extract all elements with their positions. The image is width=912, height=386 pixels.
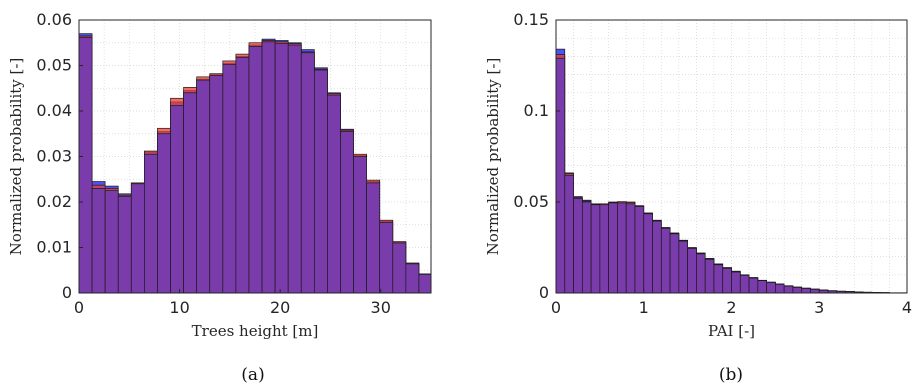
bar-series-3	[418, 273, 432, 294]
bar-series-3	[235, 56, 250, 294]
bar-series-3	[590, 204, 601, 294]
x-tick-label: 0	[551, 298, 561, 317]
bar-series-3	[731, 271, 741, 294]
bar-series-3	[78, 36, 93, 294]
bar-series-3	[405, 263, 420, 294]
y-tick-label: 0.03	[36, 147, 72, 166]
bar-series-3	[287, 44, 302, 294]
bar-series-3	[209, 75, 224, 294]
bar-series-3	[634, 206, 645, 294]
bar-series-3	[739, 274, 750, 294]
bar-series-3	[157, 133, 171, 294]
bar-series-3	[261, 41, 276, 294]
y-tick-label: 0.02	[36, 192, 72, 211]
bar-series-3	[678, 240, 688, 294]
y-axis-label: Normalized probability [-]	[484, 58, 502, 256]
bar-series-3	[757, 280, 767, 294]
x-tick-label: 0	[74, 298, 84, 317]
bar-series-3	[564, 175, 574, 294]
bar-series-3	[617, 202, 627, 294]
y-axis-label: Normalized probability [-]	[7, 58, 25, 256]
y-tick-label: 0.1	[524, 101, 549, 120]
bar-series-3	[775, 283, 785, 294]
x-tick-label: 10	[169, 298, 189, 317]
x-axis-label: PAI [-]	[708, 322, 755, 340]
bar-series-3	[652, 220, 662, 294]
bar-series-3	[144, 153, 158, 294]
bar-series-3	[581, 201, 592, 294]
y-tick-label: 0.04	[36, 101, 72, 120]
x-tick-label: 2	[726, 298, 736, 317]
bar-series-3	[248, 46, 263, 294]
x-axis-label: Trees height [m]	[192, 322, 319, 340]
bar-series-3	[748, 277, 759, 294]
bar-series-3	[766, 282, 776, 294]
bar-series-3	[722, 268, 732, 294]
bar-series-3	[392, 242, 407, 294]
bar-series-3	[130, 183, 145, 294]
chart-b: 0 1 2 3 4 0 0.05 0.1 0.15 PAI [-] Normalized proba…	[484, 10, 912, 385]
bar-series-3	[300, 52, 315, 294]
y-tick-label: 0.05	[513, 192, 549, 211]
x-tick-label: 20	[270, 298, 290, 317]
bar-series-3	[704, 258, 715, 294]
chart-a: 0 10 20 30 0 0.01 0.02 0.03 0.04 0.05 0.06 Trees he…	[7, 10, 432, 385]
bar-series-3	[713, 264, 724, 294]
x-tick-label: 30	[371, 298, 391, 317]
y-tick-label: 0.06	[36, 10, 72, 29]
x-tick-label: 3	[814, 298, 824, 317]
bar-series-3	[625, 203, 636, 294]
bar-series-3	[117, 196, 132, 294]
bar-series-3	[274, 43, 289, 294]
bar-series-3	[327, 94, 341, 294]
bar-series-3	[696, 253, 706, 294]
figure-caption: (b)	[719, 365, 743, 385]
y-tick-label: 0.01	[36, 238, 72, 257]
bars	[78, 33, 432, 294]
bar-series-3	[608, 202, 618, 294]
bar-series-3	[353, 156, 367, 294]
bar-series-3	[340, 131, 354, 294]
bar-series-3	[810, 289, 820, 294]
bar-series-3	[660, 228, 671, 294]
bar-series-3	[313, 69, 328, 294]
bar-series-3	[792, 287, 803, 294]
y-tick-label: 0	[539, 283, 549, 302]
y-tick-label: 0.05	[36, 56, 72, 75]
bar-series-3	[170, 105, 184, 294]
bar-series-3	[183, 92, 198, 294]
x-tick-label: 4	[902, 298, 912, 317]
y-tick-label: 0	[62, 283, 72, 302]
bar-series-3	[801, 288, 811, 294]
figure-caption: (a)	[241, 365, 264, 385]
x-tick-label: 1	[639, 298, 649, 317]
bar-series-3	[643, 213, 653, 294]
bar-series-3	[783, 285, 794, 294]
bar-series-3	[573, 198, 583, 294]
bar-series-3	[366, 182, 381, 294]
bar-series-3	[91, 188, 106, 294]
bar-series-3	[687, 248, 697, 294]
y-tick-label: 0.15	[513, 10, 549, 29]
bar-series-3	[104, 190, 119, 294]
bar-series-3	[555, 57, 566, 294]
bar-series-3	[599, 204, 609, 294]
bar-series-3	[379, 222, 394, 294]
bar-series-3	[669, 233, 680, 294]
bar-series-3	[196, 79, 211, 294]
bar-series-3	[222, 64, 237, 294]
